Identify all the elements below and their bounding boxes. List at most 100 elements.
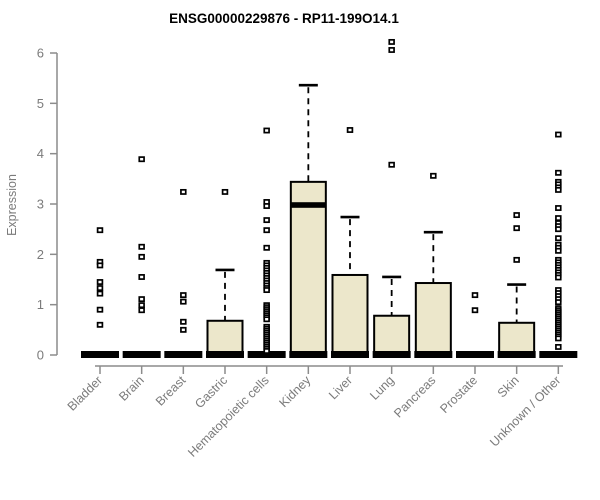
outlier-point — [555, 335, 562, 342]
outlier-point — [180, 292, 187, 299]
box — [414, 282, 452, 355]
y-tick-label: 4 — [37, 146, 44, 161]
outlier-point — [263, 217, 270, 224]
outlier-point — [180, 318, 187, 325]
outlier-point — [96, 290, 104, 297]
outlier-point — [555, 205, 562, 211]
box — [206, 319, 244, 355]
outlier-point — [96, 285, 104, 292]
outlier-point — [263, 244, 270, 251]
outlier-point — [96, 306, 104, 313]
outlier-point — [221, 188, 229, 195]
outlier-point — [555, 343, 562, 350]
y-tick-label: 0 — [37, 348, 44, 363]
boxplot-skin — [497, 212, 536, 358]
median-line-zero — [164, 351, 203, 358]
outlier-point — [180, 298, 187, 305]
outlier-point — [138, 296, 145, 303]
boxplot-gastric — [205, 188, 244, 358]
outlier-point — [263, 127, 270, 134]
outlier-point — [138, 307, 145, 314]
median-line-zero — [81, 351, 119, 358]
chart-title: ENSG00000229876 - RP11-199O14.1 — [169, 11, 399, 26]
median-line-zero — [289, 351, 328, 358]
outlier-point — [555, 131, 562, 138]
outlier-point — [138, 243, 145, 250]
outlier-point — [555, 299, 562, 306]
boxplot-kidney — [289, 83, 328, 358]
outlier-point — [138, 156, 145, 163]
y-tick-label: 6 — [37, 46, 44, 61]
median-line-zero — [247, 351, 286, 358]
boxplot-bladder — [81, 227, 119, 358]
outlier-point — [555, 247, 562, 254]
outlier-point — [513, 256, 520, 263]
median-line-zero — [372, 351, 411, 358]
outlier-point — [138, 253, 145, 260]
outlier-point — [346, 127, 354, 133]
boxplot-hematopoietic-cells — [247, 127, 286, 358]
outlier-point — [388, 47, 395, 53]
outlier-point — [138, 274, 145, 280]
median-line-zero — [414, 351, 453, 358]
outlier-point — [96, 279, 104, 285]
y-tick-label: 1 — [37, 297, 44, 312]
x-tick-label: Bladder — [65, 373, 105, 413]
outlier-point — [555, 226, 562, 233]
box — [289, 180, 327, 355]
median-line-zero — [497, 351, 536, 358]
boxplot-prostate — [455, 292, 494, 358]
boxplot-breast — [164, 188, 203, 358]
outlier-point — [263, 348, 270, 354]
outlier-point — [555, 169, 562, 176]
outlier-point — [263, 227, 270, 234]
outlier-point — [430, 172, 437, 179]
x-tick-label: Lung — [367, 373, 397, 403]
x-tick-label: Hematopoietic cells — [185, 373, 272, 460]
x-tick-label: Kidney — [277, 373, 314, 410]
outlier-point — [471, 292, 479, 299]
y-axis-label: Expression — [5, 174, 19, 236]
median-line-zero — [330, 351, 369, 358]
boxplot-pancreas — [414, 172, 453, 358]
outlier-point — [96, 227, 104, 234]
boxplot-lung — [372, 38, 411, 358]
x-tick-label: Brain — [116, 373, 147, 404]
outlier-point — [180, 326, 187, 333]
outlier-point — [138, 302, 145, 309]
outlier-point — [388, 38, 395, 45]
median-line-zero — [205, 351, 244, 358]
box — [331, 273, 369, 355]
boxplot-unknown-other — [539, 131, 578, 358]
median-line-zero — [539, 351, 578, 358]
outlier-point — [555, 186, 562, 193]
x-tick-label: Liver — [326, 373, 355, 402]
outlier-point — [96, 262, 104, 269]
x-tick-label: Pancreas — [391, 373, 438, 420]
median-line — [290, 202, 326, 208]
boxplot-brain — [122, 156, 161, 358]
x-tick-label: Unknown / Other — [487, 373, 563, 449]
outlier-point — [263, 203, 270, 209]
outlier-point — [263, 316, 270, 323]
outlier-point — [513, 212, 520, 219]
outlier-point — [471, 307, 479, 314]
outlier-point — [555, 274, 562, 281]
outlier-point — [388, 161, 395, 168]
plot-layer — [81, 38, 578, 358]
outlier-point — [555, 215, 562, 222]
outlier-point — [180, 188, 187, 195]
box — [373, 314, 411, 356]
outlier-point — [555, 235, 562, 242]
y-tick-label: 5 — [37, 96, 44, 111]
outlier-point — [263, 287, 270, 294]
x-tick-label: Skin — [495, 373, 522, 400]
boxplot-liver — [330, 127, 369, 358]
x-tick-label: Prostate — [437, 373, 480, 416]
x-tick-label: Breast — [153, 373, 189, 409]
outlier-point — [513, 225, 520, 232]
box — [498, 321, 536, 355]
outlier-point — [96, 321, 104, 328]
